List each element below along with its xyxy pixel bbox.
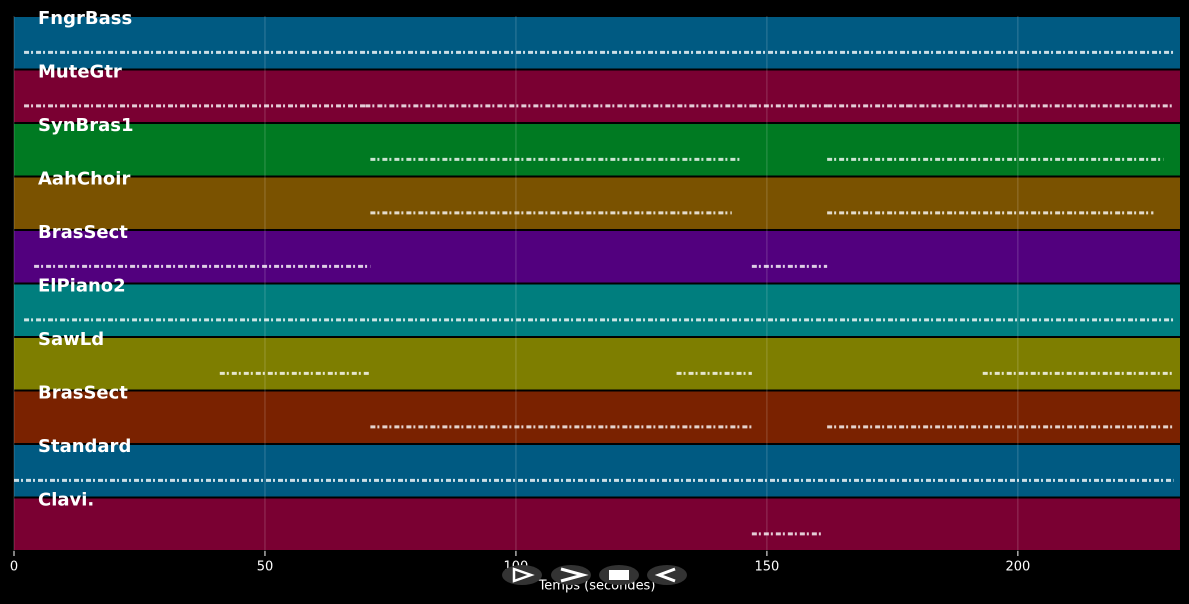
play-button[interactable]	[502, 565, 542, 585]
track-label: AahChoir	[38, 169, 130, 190]
x-tick-label: 50	[257, 560, 274, 575]
track-label: BrasSect	[38, 222, 128, 243]
forward-icon	[560, 567, 589, 583]
track-band	[14, 391, 1180, 443]
track-label: ElPiano2	[38, 276, 126, 297]
track-band	[14, 70, 1180, 122]
track-band	[14, 498, 1180, 550]
back-icon	[654, 567, 676, 583]
x-tick-label: 0	[10, 560, 18, 575]
track-band	[14, 124, 1180, 176]
track-band	[14, 284, 1180, 336]
track-band	[14, 445, 1180, 497]
x-tick-label: 200	[1005, 560, 1030, 575]
track-label: Clavi.	[38, 490, 94, 511]
track-band	[14, 231, 1180, 283]
x-tick-label: 150	[754, 560, 779, 575]
back-button[interactable]	[647, 565, 687, 585]
track-label: SawLd	[38, 329, 104, 350]
play-icon	[512, 567, 535, 583]
toolbar	[502, 565, 687, 585]
track-label: MuteGtr	[38, 62, 122, 83]
track-band	[14, 177, 1180, 229]
plot: FngrBass MuteGtr SynBras1 AahChoir BrasSect E…	[10, 8, 1180, 575]
track-label: BrasSect	[38, 383, 128, 404]
track-band	[14, 338, 1180, 390]
track-band	[14, 17, 1180, 69]
track-label: FngrBass	[38, 8, 132, 29]
track-label: Standard	[38, 436, 131, 457]
track-label: SynBras1	[38, 115, 134, 136]
stop-icon	[609, 570, 629, 580]
